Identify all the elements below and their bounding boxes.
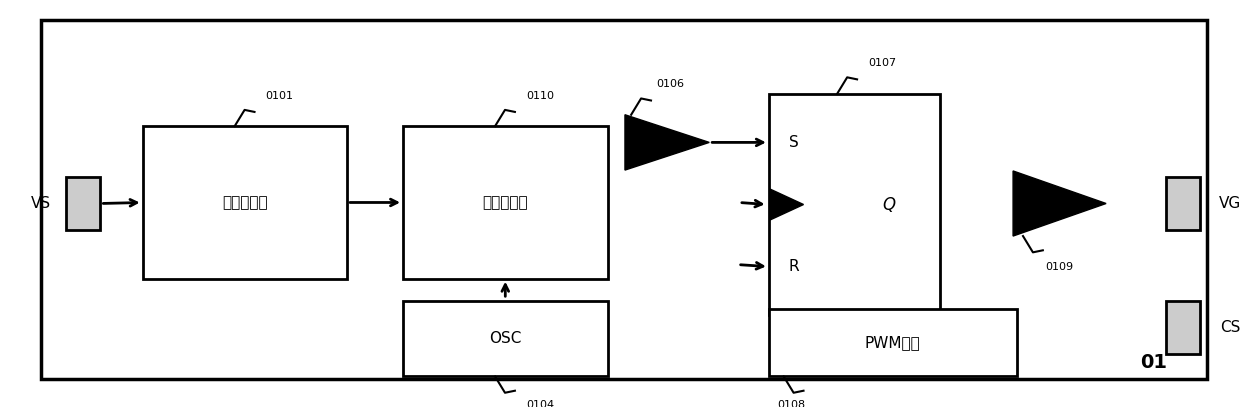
FancyBboxPatch shape: [41, 20, 1207, 379]
Text: CS: CS: [1220, 320, 1240, 335]
FancyBboxPatch shape: [403, 126, 608, 279]
Text: OSC: OSC: [489, 331, 522, 346]
Text: 0101: 0101: [265, 91, 294, 101]
Text: S: S: [789, 135, 799, 150]
FancyBboxPatch shape: [1166, 177, 1200, 230]
Text: VS: VS: [31, 196, 51, 211]
FancyBboxPatch shape: [66, 177, 100, 230]
Polygon shape: [770, 189, 804, 220]
Polygon shape: [1013, 171, 1106, 236]
Polygon shape: [625, 115, 709, 170]
Text: 01: 01: [1140, 353, 1167, 372]
Text: 0106: 0106: [656, 79, 684, 89]
Text: Q: Q: [882, 195, 895, 214]
Text: 0104: 0104: [526, 400, 554, 407]
Text: 固定延时器: 固定延时器: [482, 195, 528, 210]
Text: 0110: 0110: [526, 91, 554, 101]
Text: R: R: [789, 259, 799, 274]
FancyBboxPatch shape: [1166, 301, 1200, 354]
Text: 0107: 0107: [868, 58, 897, 68]
FancyBboxPatch shape: [769, 94, 940, 315]
Text: PWM检测: PWM检测: [866, 335, 920, 350]
Text: 负半波检测: 负半波检测: [222, 195, 268, 210]
Text: 0108: 0108: [777, 400, 806, 407]
Text: 0109: 0109: [1045, 262, 1074, 271]
FancyBboxPatch shape: [769, 309, 1017, 376]
Text: VG: VG: [1219, 196, 1240, 211]
FancyBboxPatch shape: [143, 126, 347, 279]
FancyBboxPatch shape: [403, 301, 608, 376]
